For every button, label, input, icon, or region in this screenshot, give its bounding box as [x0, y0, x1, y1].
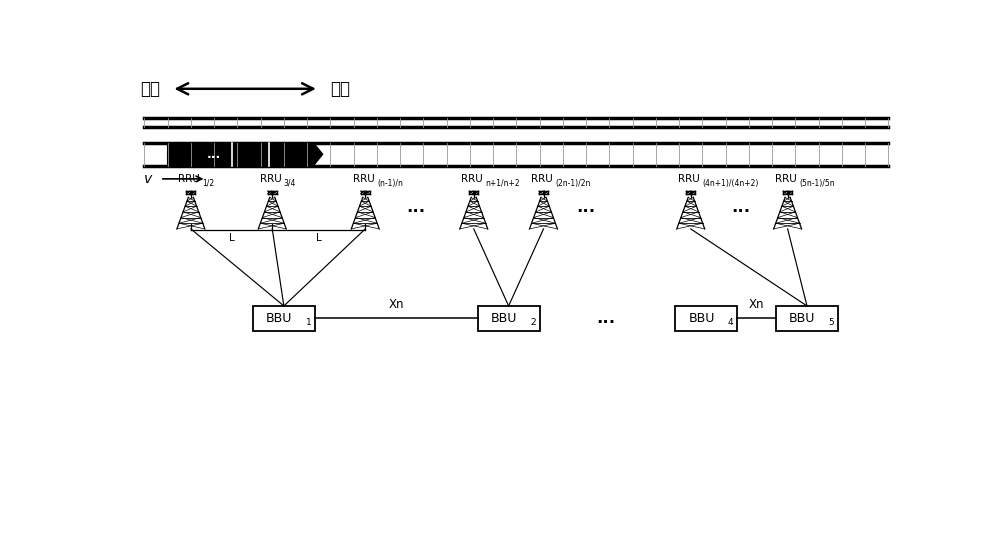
Text: BBU: BBU [266, 312, 292, 325]
Text: L: L [229, 233, 234, 243]
Text: RRU: RRU [775, 175, 797, 184]
Text: Xn: Xn [388, 298, 404, 311]
Text: BBU: BBU [491, 312, 517, 325]
Text: RRU: RRU [461, 175, 483, 184]
Text: 4: 4 [728, 318, 734, 327]
FancyBboxPatch shape [675, 306, 737, 331]
Text: n+1/n+2: n+1/n+2 [485, 179, 520, 188]
Polygon shape [168, 143, 323, 166]
Text: ...: ... [207, 148, 221, 161]
Text: L: L [316, 233, 322, 243]
Text: (2n-1)/2n: (2n-1)/2n [555, 179, 590, 188]
Text: Xn: Xn [749, 298, 764, 311]
Text: RRU: RRU [678, 175, 700, 184]
Text: 1/2: 1/2 [202, 179, 215, 188]
Text: 上行: 上行 [140, 80, 160, 98]
Text: (n-1)/n: (n-1)/n [377, 179, 403, 188]
FancyBboxPatch shape [776, 306, 838, 331]
Text: 1: 1 [306, 318, 311, 327]
FancyBboxPatch shape [478, 306, 540, 331]
Text: (5n-1)/5n: (5n-1)/5n [799, 179, 835, 188]
FancyBboxPatch shape [253, 306, 315, 331]
Text: BBU: BBU [688, 312, 715, 325]
Text: 5: 5 [829, 318, 834, 327]
Text: RRU: RRU [353, 175, 375, 184]
Text: 3/4: 3/4 [284, 179, 296, 188]
Text: 2: 2 [530, 318, 536, 327]
Text: RRU: RRU [260, 175, 282, 184]
Text: RRU: RRU [178, 175, 200, 184]
Text: v: v [144, 172, 153, 186]
Text: ...: ... [732, 199, 751, 216]
Text: RRU: RRU [531, 175, 553, 184]
Text: ...: ... [596, 309, 615, 327]
Text: ...: ... [406, 199, 425, 216]
Text: 下行: 下行 [330, 80, 350, 98]
Text: BBU: BBU [789, 312, 816, 325]
Text: ...: ... [577, 199, 596, 216]
Text: (4n+1)/(4n+2): (4n+1)/(4n+2) [702, 179, 759, 188]
